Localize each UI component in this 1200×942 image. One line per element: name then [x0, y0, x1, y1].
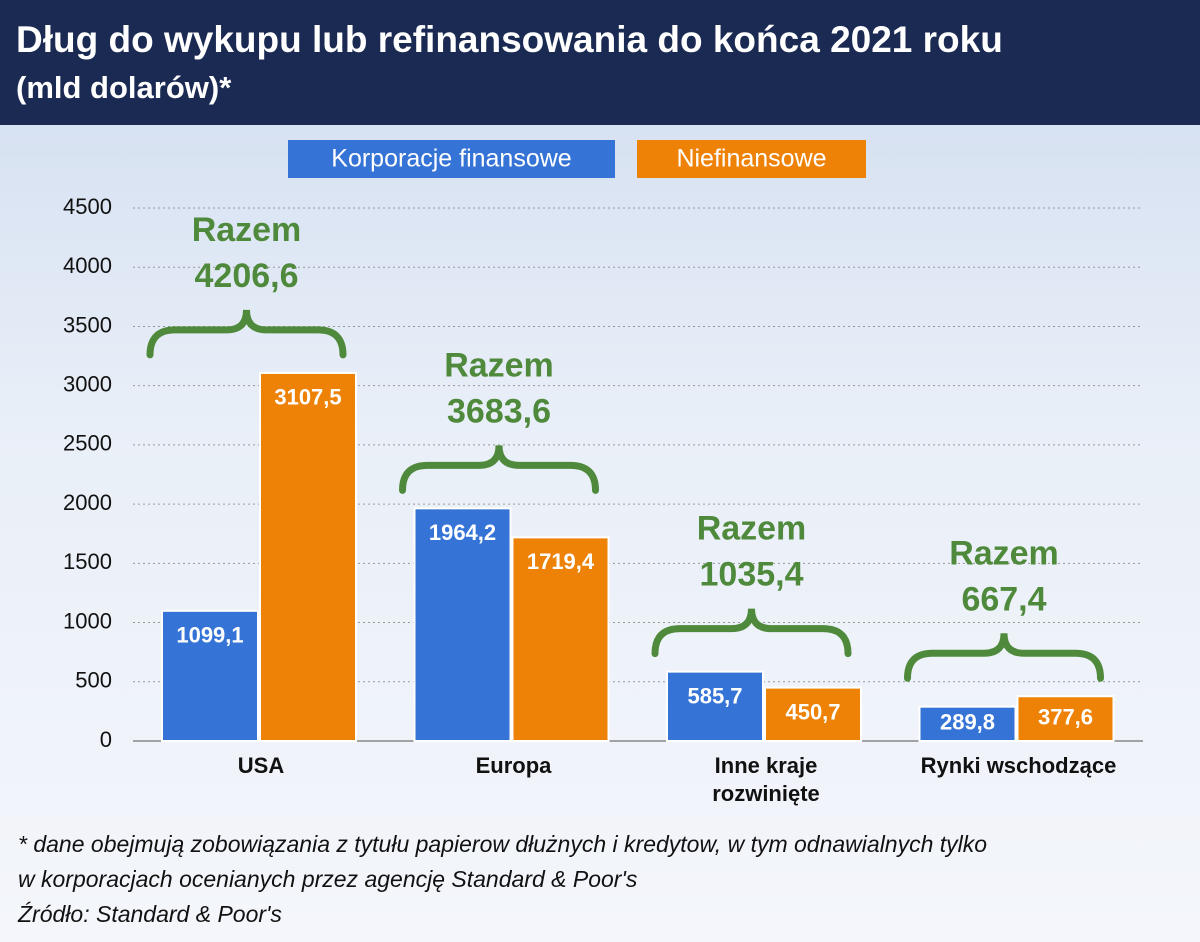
bar	[413, 507, 512, 742]
y-tick-label: 0	[100, 727, 112, 752]
brace	[146, 309, 347, 359]
y-tick-label: 1500	[63, 549, 112, 574]
value-label: 377,6	[1038, 704, 1093, 729]
x-tick-label: Inne kraje rozwinięte	[712, 753, 820, 806]
legend-swatch	[637, 140, 866, 178]
footnote: * dane obejmują zobowiązania z tytułu pa…	[18, 831, 987, 857]
bar	[764, 686, 862, 742]
bar	[511, 536, 610, 742]
y-tick-label: 2500	[63, 431, 112, 456]
total-label: 3683,6	[447, 392, 551, 430]
value-label: 585,7	[687, 683, 742, 708]
y-tick-label: 4000	[63, 253, 112, 278]
total-title: Razem	[697, 510, 807, 548]
header-band	[0, 0, 1200, 125]
total-title: Razem	[192, 211, 302, 249]
bar	[666, 670, 764, 742]
footnote: w korporacjach ocenianych przez agencję …	[18, 866, 638, 892]
value-label: 450,7	[785, 699, 840, 724]
bar	[161, 609, 259, 742]
y-tick-label: 1000	[63, 608, 112, 633]
brace	[399, 445, 599, 494]
bar	[259, 371, 357, 742]
chart-title: Dług do wykupu lub refinansowania do koń…	[16, 19, 1003, 60]
value-label: 1719,4	[527, 549, 595, 574]
bar	[1016, 695, 1115, 743]
brace	[651, 608, 852, 658]
y-tick-label: 500	[75, 668, 112, 693]
bar	[918, 705, 1017, 743]
total-title: Razem	[444, 346, 554, 384]
x-tick-label: Europa	[475, 753, 552, 778]
y-tick-label: 3500	[63, 312, 112, 337]
legend-swatch	[288, 140, 615, 178]
chart-subtitle: (mld dolarów)*	[16, 70, 232, 105]
total-label: 667,4	[961, 580, 1046, 618]
x-tick-label: Rynki wschodzące	[920, 753, 1117, 778]
total-label: 1035,4	[700, 556, 804, 594]
footnote: Źródło: Standard & Poor's	[17, 901, 282, 927]
legend-label: Korporacje finansowe	[331, 145, 571, 173]
total-title: Razem	[949, 534, 1059, 572]
brace	[904, 633, 1104, 682]
y-tick-label: 4500	[63, 194, 112, 219]
value-label: 1099,1	[176, 623, 243, 648]
legend-label: Niefinansowe	[676, 145, 826, 173]
y-tick-label: 3000	[63, 371, 112, 396]
value-label: 1964,2	[429, 520, 496, 545]
x-tick-label: USA	[237, 753, 285, 778]
value-label: 3107,5	[274, 385, 341, 410]
total-label: 4206,6	[195, 257, 299, 295]
y-tick-label: 2000	[63, 490, 112, 515]
value-label: 289,8	[940, 710, 995, 735]
